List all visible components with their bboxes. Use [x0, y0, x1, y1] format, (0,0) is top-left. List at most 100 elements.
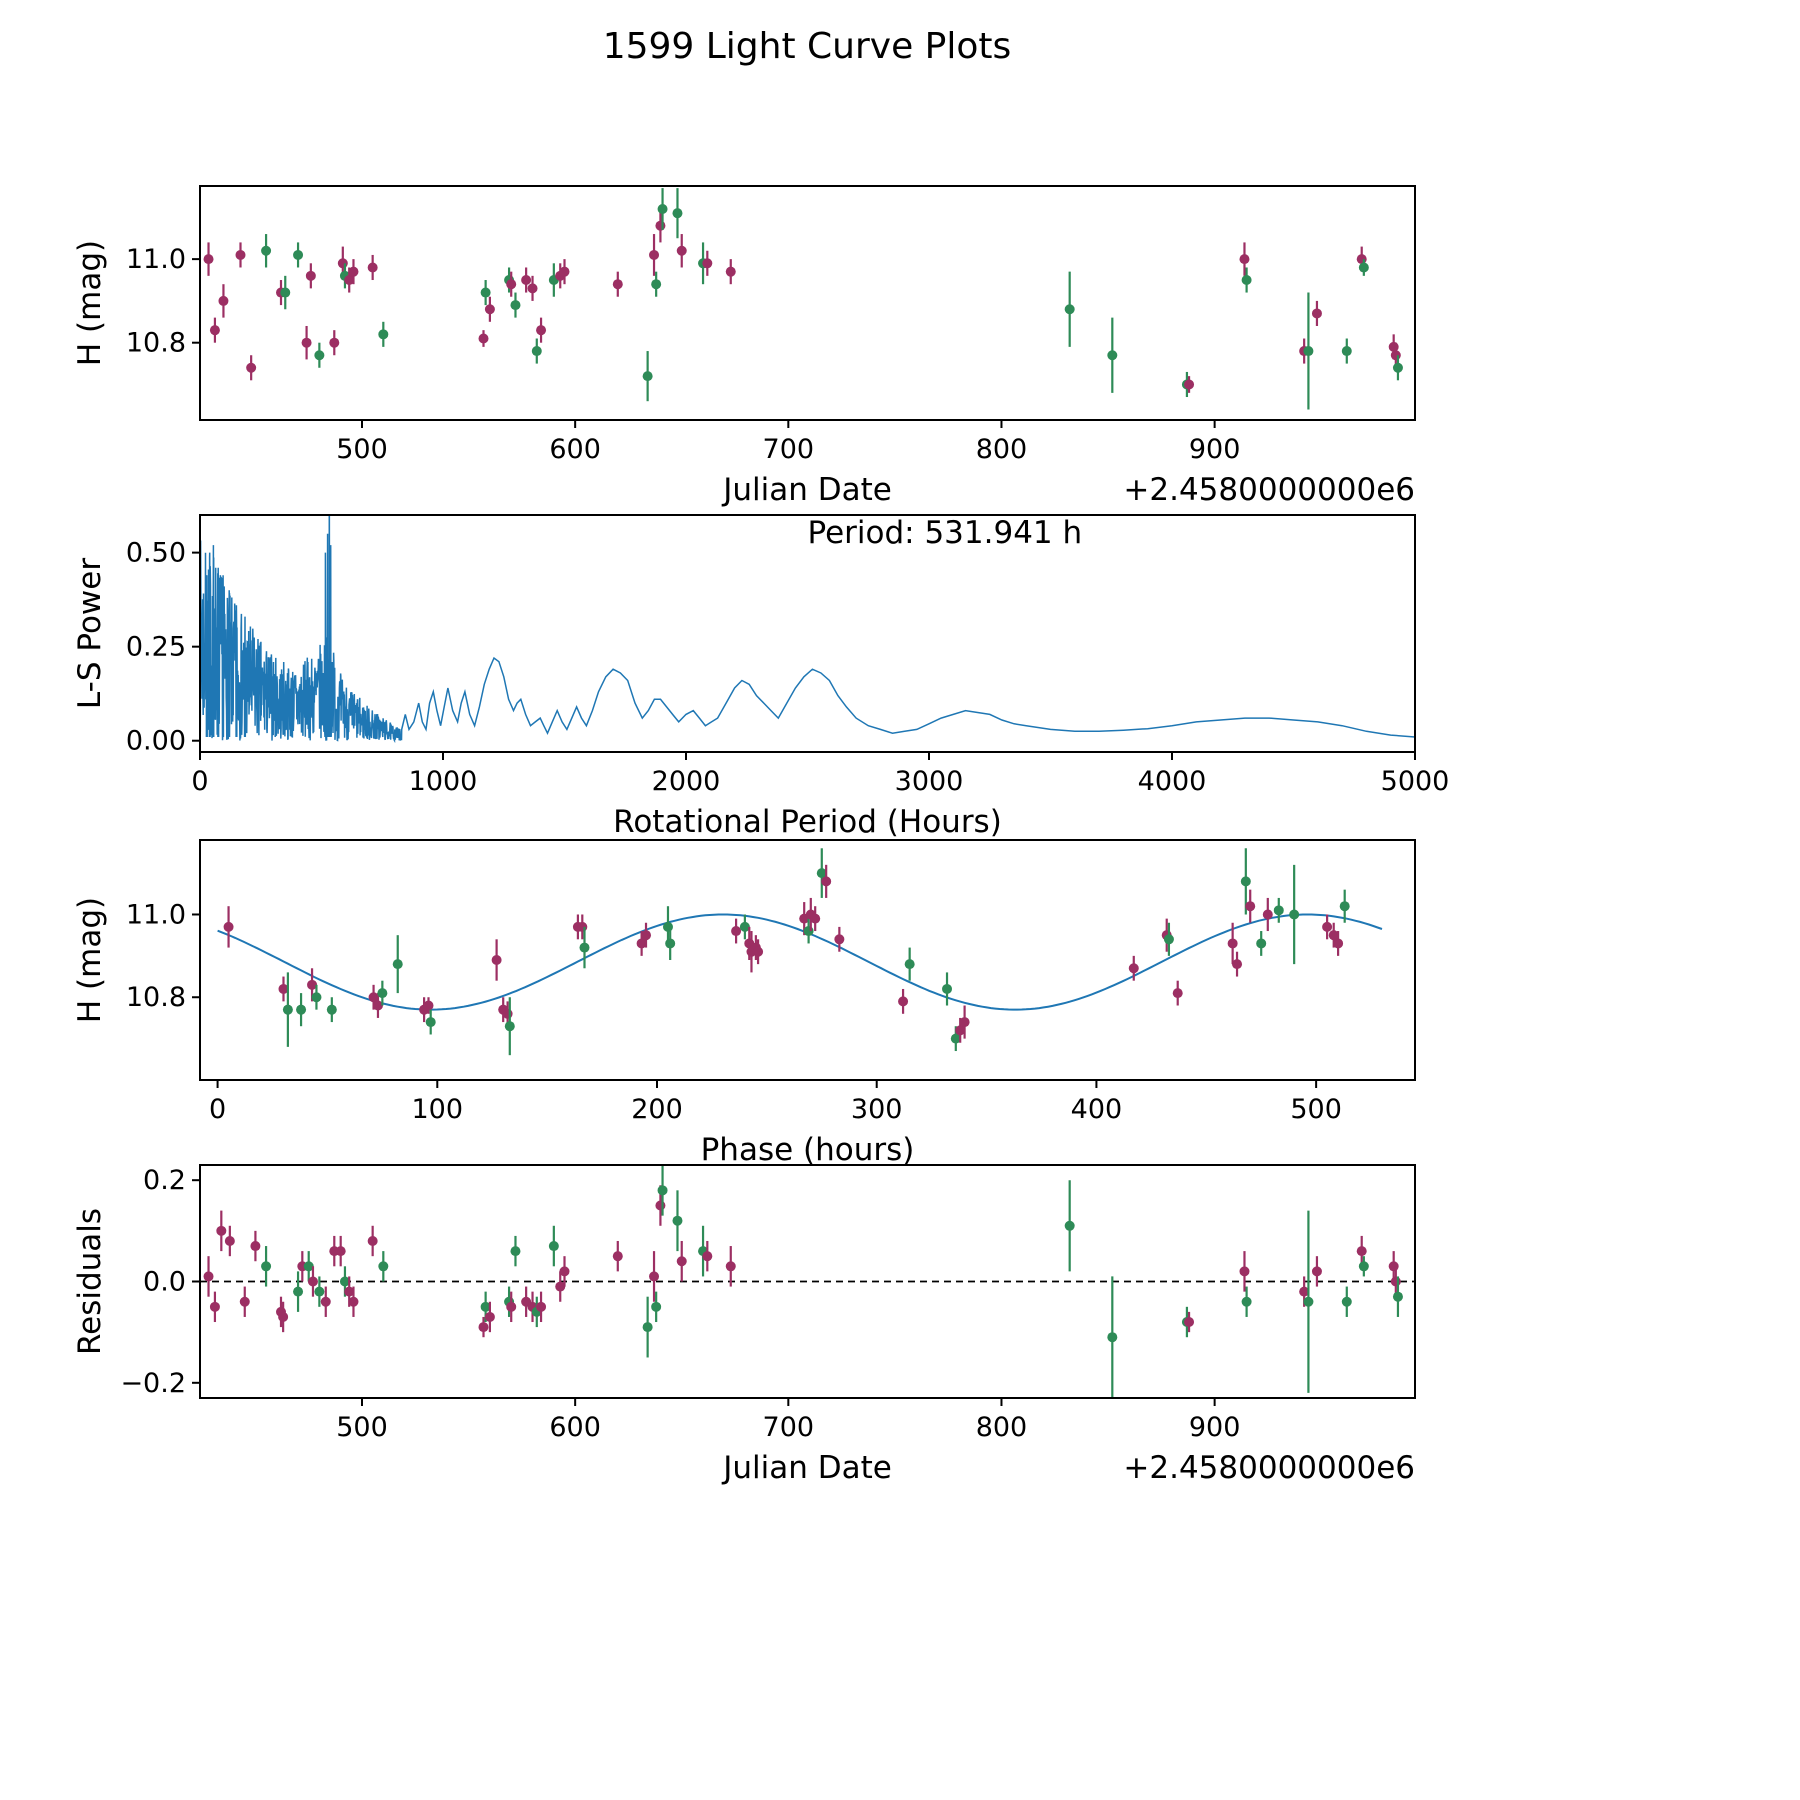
data-point — [378, 329, 389, 340]
data-point — [1311, 1266, 1322, 1277]
data-point — [942, 983, 953, 994]
data-point — [1184, 1317, 1195, 1328]
x-tick-label: 600 — [549, 434, 601, 465]
data-point — [816, 868, 827, 879]
data-point — [950, 1033, 961, 1044]
periodogram-axes-box — [199, 514, 1416, 753]
figure-title: 1599 Light Curve Plots — [603, 26, 1012, 67]
data-point — [218, 295, 229, 306]
data-point — [1341, 1296, 1352, 1307]
data-point — [1107, 1332, 1118, 1343]
data-point — [296, 1004, 307, 1015]
data-point — [1289, 909, 1300, 920]
data-point — [959, 1017, 970, 1028]
data-point — [491, 955, 502, 965]
data-point — [651, 279, 662, 290]
data-point — [223, 921, 234, 932]
data-point — [250, 1241, 261, 1252]
data-point — [368, 992, 379, 1003]
data-point — [261, 1261, 272, 1272]
data-point — [641, 930, 652, 941]
data-point — [1390, 1276, 1401, 1287]
periodogram-plot-area — [200, 515, 1415, 744]
data-point — [636, 938, 647, 949]
data-point — [1333, 938, 1344, 949]
data-point — [702, 1251, 713, 1262]
data-point — [484, 304, 495, 315]
data-point — [235, 249, 246, 260]
y-tick-label: 10.8 — [126, 982, 186, 1013]
data-point — [484, 1311, 495, 1322]
residuals-ylabel: Residuals — [72, 1208, 108, 1355]
x-tick-label: 700 — [763, 434, 815, 465]
data-point — [559, 1266, 570, 1277]
data-point — [224, 1235, 235, 1246]
data-point — [478, 333, 489, 344]
data-point — [521, 275, 532, 286]
data-point — [504, 1021, 515, 1032]
data-point — [506, 279, 517, 290]
phased-light-curve-xlabel: Phase (hours) — [701, 1132, 915, 1168]
data-point — [657, 1185, 668, 1196]
x-tick-label: 600 — [549, 1412, 601, 1443]
data-point — [1328, 930, 1339, 941]
period-annotation: Period: 531.941 h — [808, 515, 1083, 551]
x-tick-label: 800 — [976, 434, 1028, 465]
data-point — [1163, 934, 1174, 945]
data-point — [1390, 350, 1401, 361]
data-point — [305, 270, 316, 281]
data-point — [1356, 1246, 1367, 1257]
data-point — [1239, 1266, 1250, 1277]
data-point — [672, 208, 683, 219]
phased-light-curve-plot-area — [217, 848, 1383, 1056]
light-curve-plot-area — [203, 188, 1403, 410]
data-point — [531, 346, 542, 357]
data-point — [348, 1296, 359, 1307]
data-point — [649, 249, 660, 260]
data-point — [898, 996, 909, 1007]
data-point — [335, 1246, 346, 1257]
data-point — [478, 1322, 489, 1333]
data-point — [344, 275, 355, 286]
x-tick-label: 400 — [1071, 1094, 1123, 1125]
data-point — [548, 1241, 559, 1252]
data-point — [329, 337, 340, 348]
data-point — [320, 1296, 331, 1307]
data-point — [725, 266, 736, 277]
data-point — [731, 926, 742, 937]
data-point — [261, 245, 272, 256]
x-tick-label: 200 — [631, 1094, 683, 1125]
data-point — [1128, 963, 1139, 974]
data-point — [579, 942, 590, 953]
data-point — [372, 1000, 383, 1011]
data-point — [1322, 921, 1333, 932]
y-tick-label: 0.25 — [126, 632, 186, 663]
data-point — [803, 926, 814, 937]
data-point — [506, 1301, 517, 1312]
data-point — [739, 921, 750, 932]
data-point — [1339, 901, 1350, 912]
data-point — [314, 350, 325, 361]
data-point — [1299, 1286, 1310, 1297]
light-curve-xlabel: Julian Date — [721, 472, 892, 508]
data-point — [510, 1246, 521, 1257]
data-point — [536, 1301, 547, 1312]
data-point — [278, 983, 289, 994]
data-point — [1262, 909, 1273, 920]
data-point — [209, 1301, 220, 1312]
data-point — [649, 1271, 660, 1282]
light-curve-axes-box — [199, 185, 1416, 421]
data-point — [555, 1281, 566, 1292]
data-point — [301, 337, 312, 348]
data-point — [1240, 876, 1251, 887]
y-tick-label: 11.0 — [126, 899, 186, 930]
data-point — [642, 1322, 653, 1333]
light-curve-x-offset-label: +2.4580000000e6 — [1123, 472, 1415, 508]
data-point — [1184, 379, 1195, 390]
data-point — [577, 921, 588, 932]
data-point — [1064, 304, 1075, 315]
data-point — [702, 258, 713, 269]
data-point — [1341, 346, 1352, 357]
data-point — [1356, 254, 1367, 265]
